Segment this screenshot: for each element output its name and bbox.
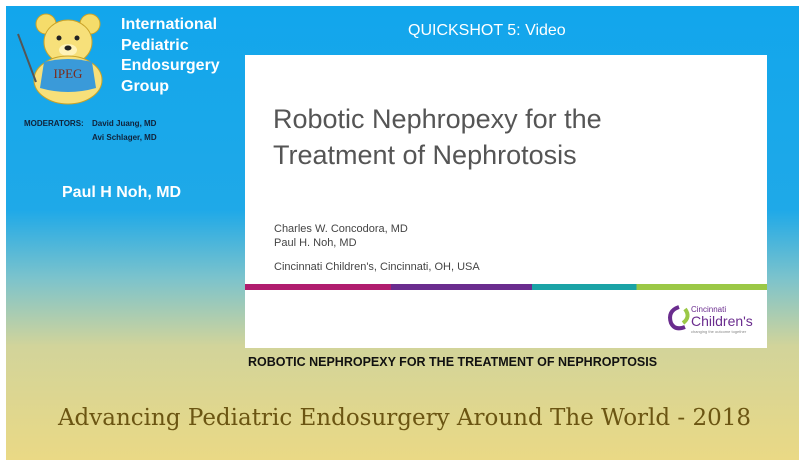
author: Paul H. Noh, MD: [274, 237, 357, 249]
moderator: David Juang, MD: [92, 119, 157, 128]
authors: Charles W. Concodora, MD Paul H. Noh, MD: [274, 222, 408, 250]
org-line: International: [121, 16, 218, 33]
slide-title-line: Robotic Nephropexy for the: [273, 104, 602, 134]
hospital-logo-line: Children's: [691, 313, 753, 329]
slide-title-line: Treatment of Nephrotosis: [273, 140, 577, 170]
moderator: Avi Schlager, MD: [92, 133, 157, 142]
org-line: Endosurgery: [121, 57, 220, 74]
caption: ROBOTIC NEPHROPEXY FOR THE TREATMENT OF …: [248, 355, 658, 369]
hospital-logo-line: Cincinnati: [691, 305, 727, 314]
hospital-logo-icon: [668, 305, 690, 331]
slide: Robotic Nephropexy for the Treatment of …: [245, 55, 767, 348]
affiliation: Cincinnati Children's, Cincinnati, OH, U…: [274, 261, 480, 273]
session-label: QUICKSHOT 5: Video: [408, 22, 566, 39]
slide-title: Robotic Nephropexy for the Treatment of …: [273, 101, 602, 173]
org-line: Group: [121, 77, 169, 95]
hospital-tagline: changing the outcome together: [691, 329, 747, 334]
org-name: International Pediatric Endosurgery Grou…: [121, 15, 220, 97]
color-stripe: [245, 284, 767, 290]
moderators-label: MODERATORS:: [24, 119, 84, 128]
author: Charles W. Concodora, MD: [274, 223, 408, 235]
footer: Advancing Pediatric Endosurgery Around T…: [57, 405, 752, 431]
logo-text: IPEG: [54, 66, 83, 81]
presenter: Paul H Noh, MD: [62, 184, 182, 201]
org-line: Pediatric: [121, 36, 189, 54]
bear-logo: IPEG: [17, 13, 103, 105]
